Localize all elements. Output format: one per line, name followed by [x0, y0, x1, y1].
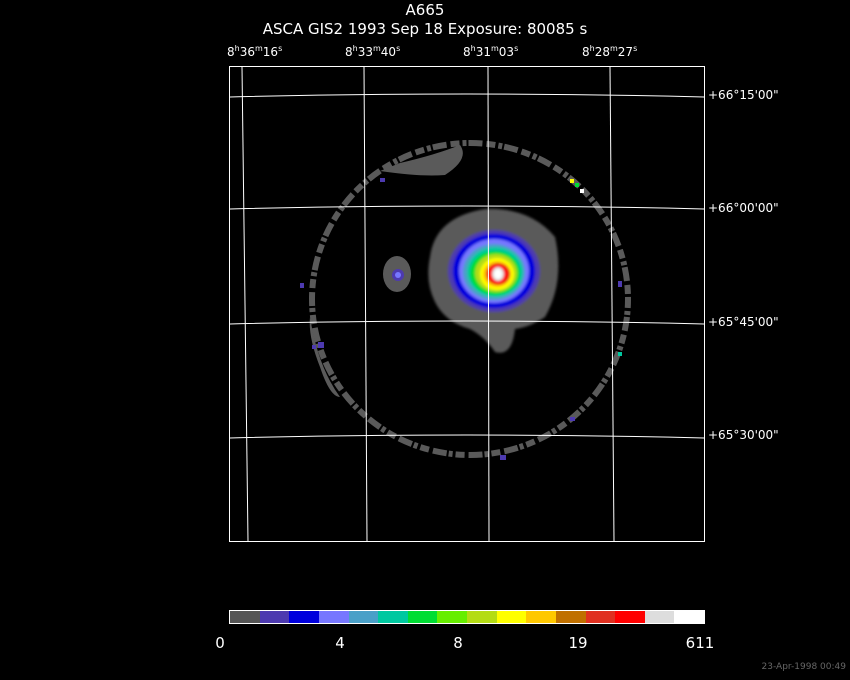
ra-tick-label: 8h28m27s — [582, 44, 638, 59]
coordinate-grid — [230, 67, 704, 541]
noise-pixel — [380, 178, 385, 182]
ra-gridline — [487, 67, 490, 541]
noise-pixel — [575, 183, 579, 187]
colorbar-label: 0 — [215, 634, 225, 652]
colorbar-cell — [555, 611, 586, 623]
colorbar-cell — [437, 611, 467, 623]
dec-gridline — [230, 93, 704, 98]
detector-rim — [309, 140, 631, 458]
colorbar-cell — [644, 611, 675, 623]
noise-pixel — [580, 189, 584, 193]
noise-pixel — [500, 455, 506, 460]
colorbar-cell — [348, 611, 379, 623]
ra-gridline — [609, 67, 615, 541]
noise-pixel — [318, 342, 324, 348]
colorbar-cell — [318, 611, 349, 623]
colorbar-label: 19 — [568, 634, 588, 652]
rim-blob — [380, 145, 463, 176]
dec-gridline — [230, 205, 704, 210]
colorbar-cell — [526, 611, 556, 623]
colorbar-cell — [289, 611, 319, 623]
dec-tick-label: +65°45'00" — [708, 315, 779, 329]
dec-gridline — [230, 320, 704, 325]
secondary-source-core — [395, 272, 401, 278]
ra-gridline — [363, 67, 368, 541]
noise-pixel — [618, 352, 622, 356]
cluster-emission — [428, 208, 559, 353]
ra-gridline — [241, 67, 249, 541]
xray-image — [230, 67, 704, 541]
colorbar-cell — [407, 611, 438, 623]
dec-tick-label: +66°00'00" — [708, 201, 779, 215]
noise-pixel — [570, 179, 574, 183]
colorbar-label: 611 — [685, 634, 715, 652]
colorbar-cell — [259, 611, 290, 623]
xray-image-frame — [229, 66, 705, 542]
colorbar-cell — [674, 611, 704, 623]
colorbar-cell — [230, 611, 260, 623]
colorbar-label: 4 — [335, 634, 345, 652]
observation-info: ASCA GIS2 1993 Sep 18 Exposure: 80085 s — [262, 20, 588, 38]
dec-gridline — [230, 434, 704, 439]
colorbar-cell — [467, 611, 497, 623]
colorbar-label: 8 — [453, 634, 463, 652]
noise-pixel — [312, 345, 316, 349]
colorbar-cell — [585, 611, 616, 623]
image-title: A665 — [405, 1, 445, 19]
colorbar — [229, 610, 705, 624]
ra-tick-label: 8h36m16s — [227, 44, 283, 59]
timestamp: 23-Apr-1998 00:49 — [761, 662, 846, 672]
noise-pixel — [300, 283, 304, 288]
ra-tick-label: 8h31m03s — [463, 44, 519, 59]
dec-tick-label: +66°15'00" — [708, 88, 779, 102]
noise-pixel — [570, 417, 575, 421]
dec-tick-label: +65°30'00" — [708, 428, 779, 442]
ra-tick-label: 8h33m40s — [345, 44, 401, 59]
noise-pixel — [618, 281, 622, 287]
colorbar-cell — [496, 611, 527, 623]
colorbar-cell — [615, 611, 645, 623]
colorbar-cell — [378, 611, 408, 623]
